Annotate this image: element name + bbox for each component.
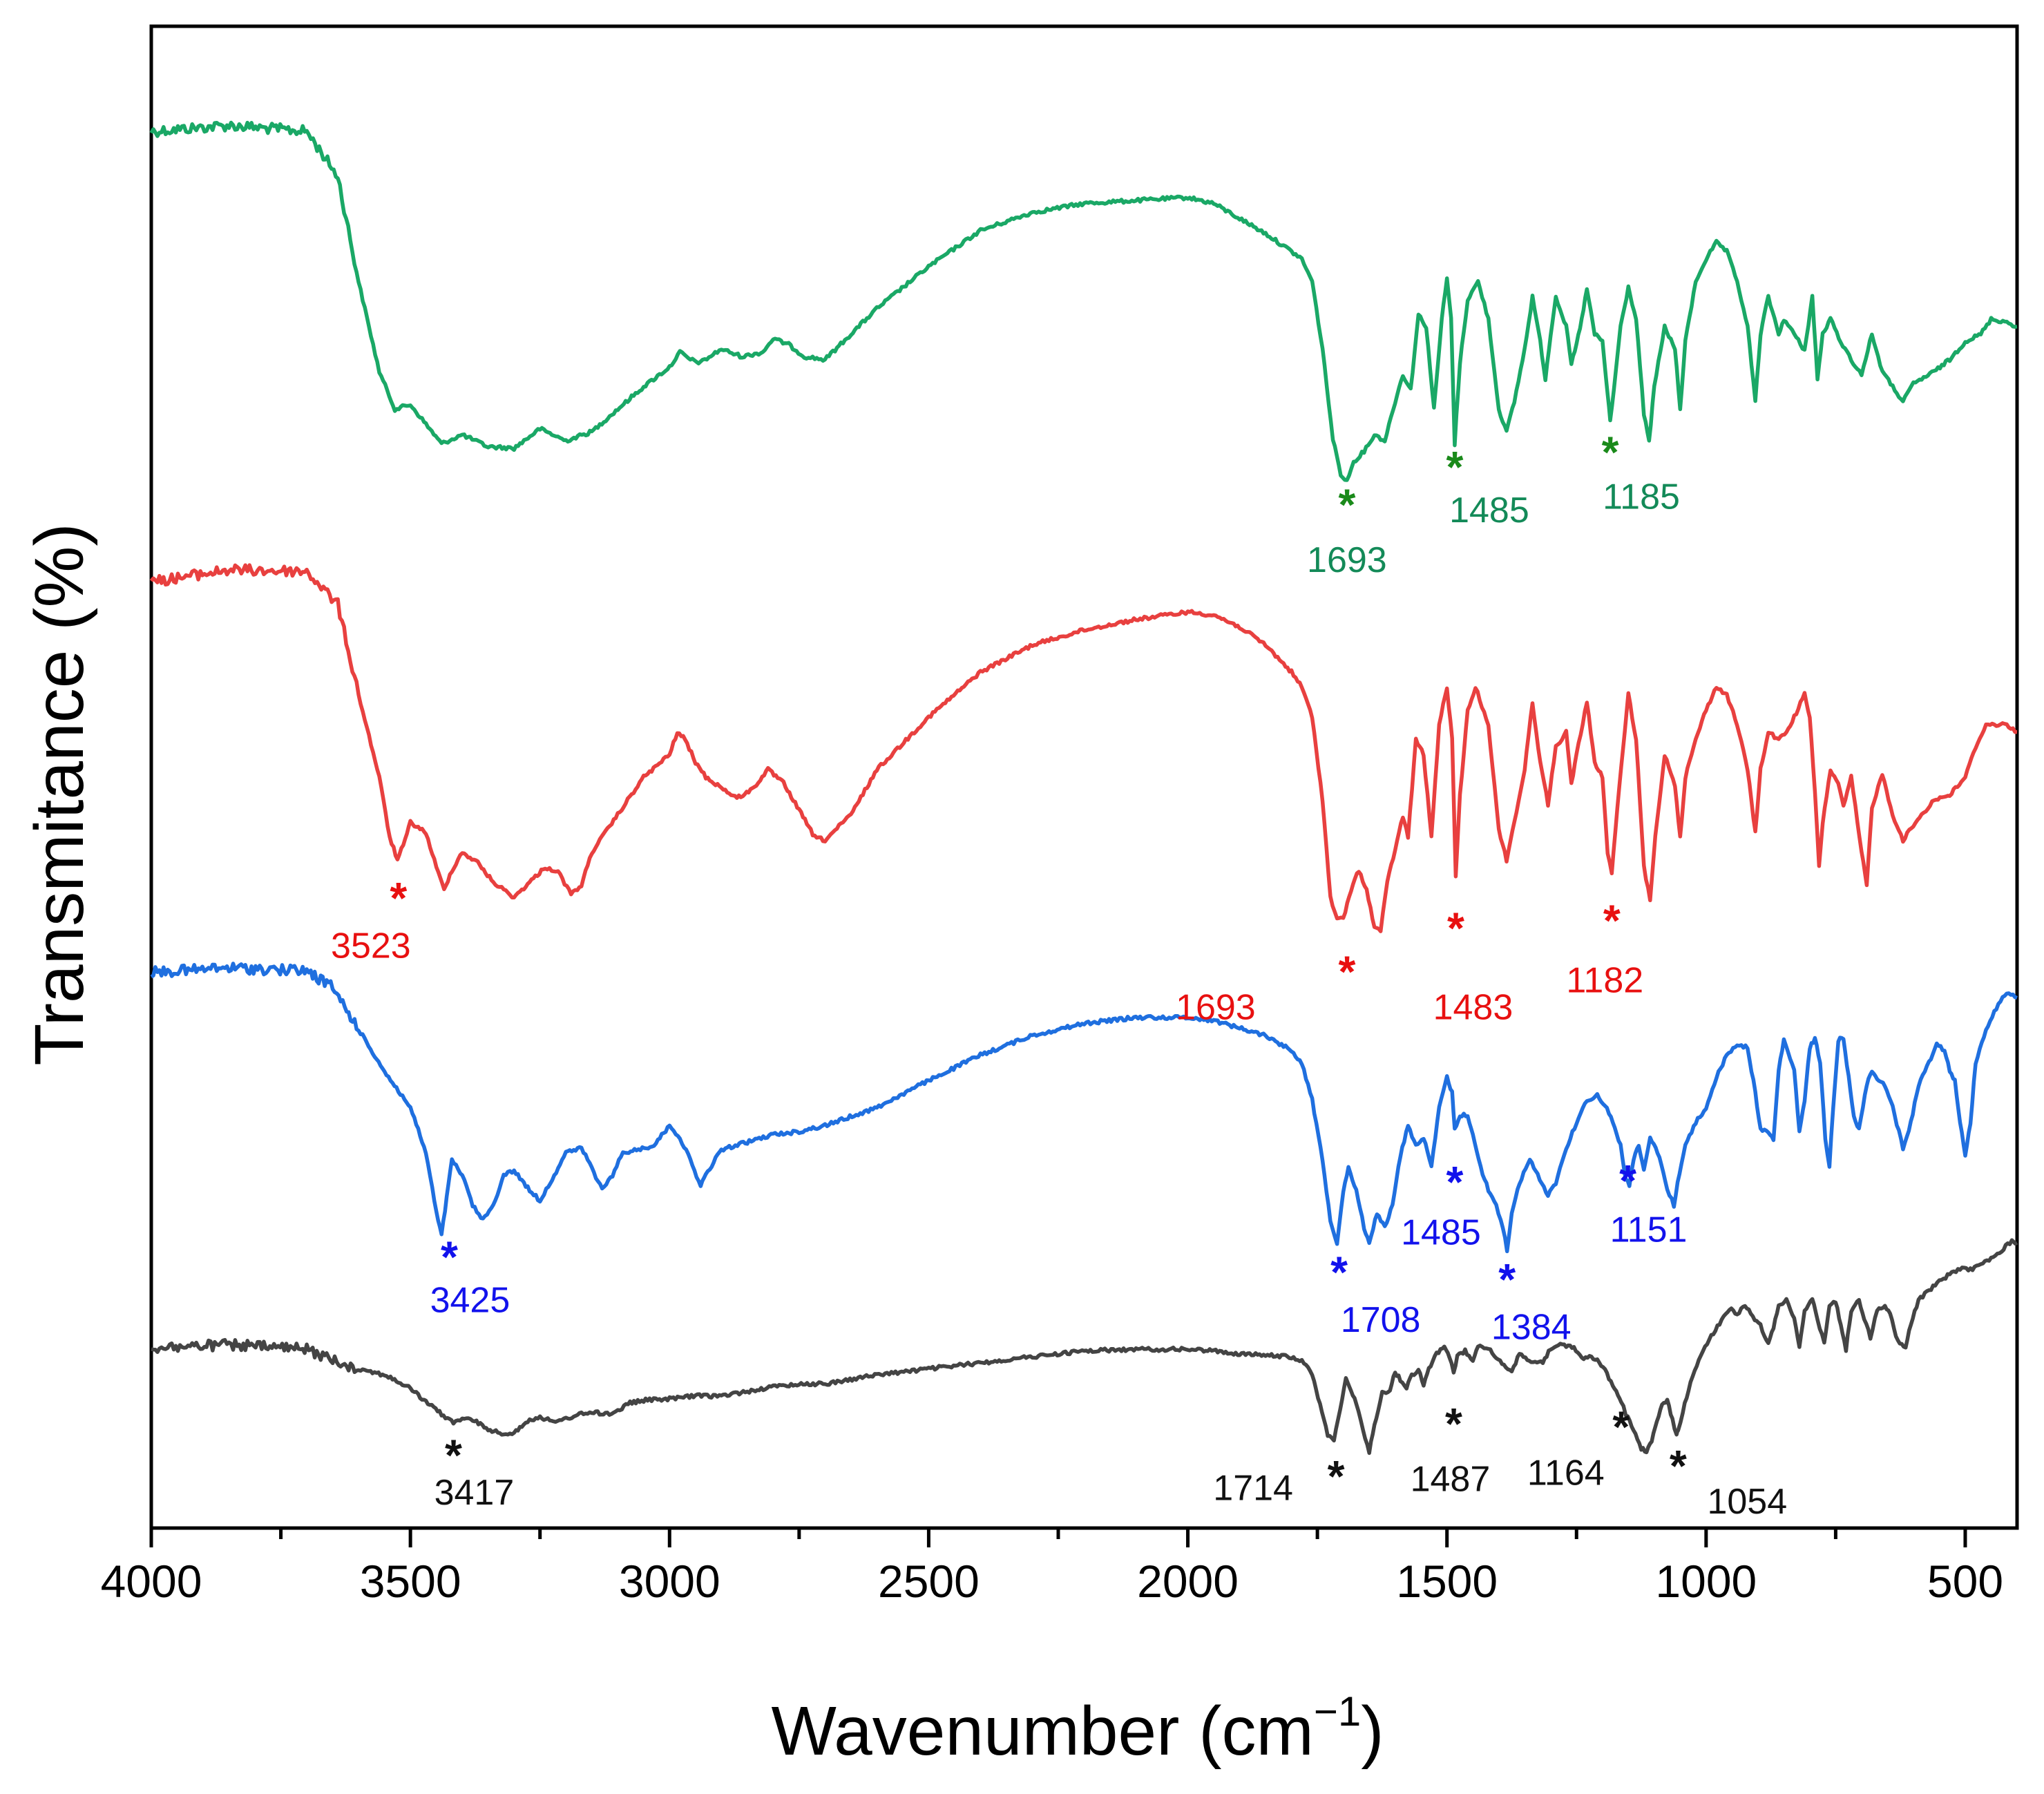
peak-marker-star: *: [1447, 904, 1464, 953]
peak-label: 3523: [331, 926, 411, 966]
series-green-line: [149, 120, 2018, 482]
x-axis-title: Wavenumber (cm−1): [771, 1688, 1384, 1770]
peak-label: 1384: [1491, 1308, 1572, 1348]
peak-label: 1487: [1411, 1459, 1491, 1499]
peak-label: 1483: [1433, 988, 1513, 1028]
x-tick-label: 3500: [360, 1556, 461, 1607]
peak-label: 1485: [1401, 1213, 1481, 1253]
x-tick-label: 4000: [101, 1556, 202, 1607]
spectra: [149, 120, 2018, 1456]
x-axis-title-superscript: −1: [1314, 1688, 1361, 1735]
peak-marker-star: *: [1330, 1247, 1348, 1297]
peak-marker-star: *: [1619, 1156, 1636, 1205]
peak-marker-star: *: [1603, 896, 1621, 946]
peak-marker-star: *: [1498, 1254, 1516, 1304]
peak-marker-star: *: [1446, 1157, 1463, 1207]
peak-marker-star: *: [1338, 947, 1355, 997]
x-tick-label: 500: [1927, 1556, 2003, 1607]
y-axis-title: Transmitance (%): [21, 523, 98, 1065]
peak-label: 1693: [1307, 540, 1387, 580]
peak-label: 1185: [1603, 477, 1680, 517]
peak-label: 1164: [1527, 1453, 1605, 1494]
peak-marker-star: *: [1670, 1441, 1687, 1491]
peak-marker-star: *: [1446, 442, 1463, 492]
x-tick-label: 2500: [878, 1556, 980, 1607]
peak-label: 1708: [1341, 1300, 1421, 1340]
series-black-line: [151, 1238, 2018, 1456]
peak-label: 3425: [430, 1281, 510, 1321]
peak-marker-star: *: [1338, 479, 1355, 529]
peak-marker-star: *: [1328, 1451, 1345, 1501]
peak-marker-star: *: [1602, 427, 1619, 477]
peak-label: 1714: [1213, 1468, 1293, 1508]
peak-marker-star: *: [1612, 1402, 1630, 1451]
x-ticks: 4000 3500 3000 2500 2000 1500 1000 500: [101, 1528, 2003, 1607]
x-tick-label: 3000: [619, 1556, 720, 1607]
peak-marker-star: *: [1445, 1399, 1462, 1449]
peak-labels: *1693*1485*1185*3523*1693*1483*1182*3425…: [331, 427, 1787, 1521]
x-tick-label: 1500: [1396, 1556, 1498, 1607]
peak-label: 1151: [1610, 1210, 1688, 1250]
x-axis-title-close: ): [1361, 1692, 1384, 1770]
peak-marker-star: *: [390, 873, 407, 923]
peak-label: 1693: [1176, 988, 1256, 1028]
peak-label: 1054: [1707, 1482, 1787, 1522]
x-tick-label: 2000: [1137, 1556, 1239, 1607]
x-tick-label: 1000: [1655, 1556, 1757, 1607]
peak-marker-star: *: [441, 1232, 458, 1282]
peak-marker-star: *: [445, 1431, 462, 1480]
series-blue-line: [150, 962, 2018, 1254]
series-red-line: [149, 563, 2018, 933]
peak-label: 1485: [1449, 490, 1529, 531]
plot-frame: [149, 24, 2019, 1530]
peak-label: 3417: [434, 1473, 515, 1513]
peak-label: 1182: [1566, 960, 1643, 1000]
